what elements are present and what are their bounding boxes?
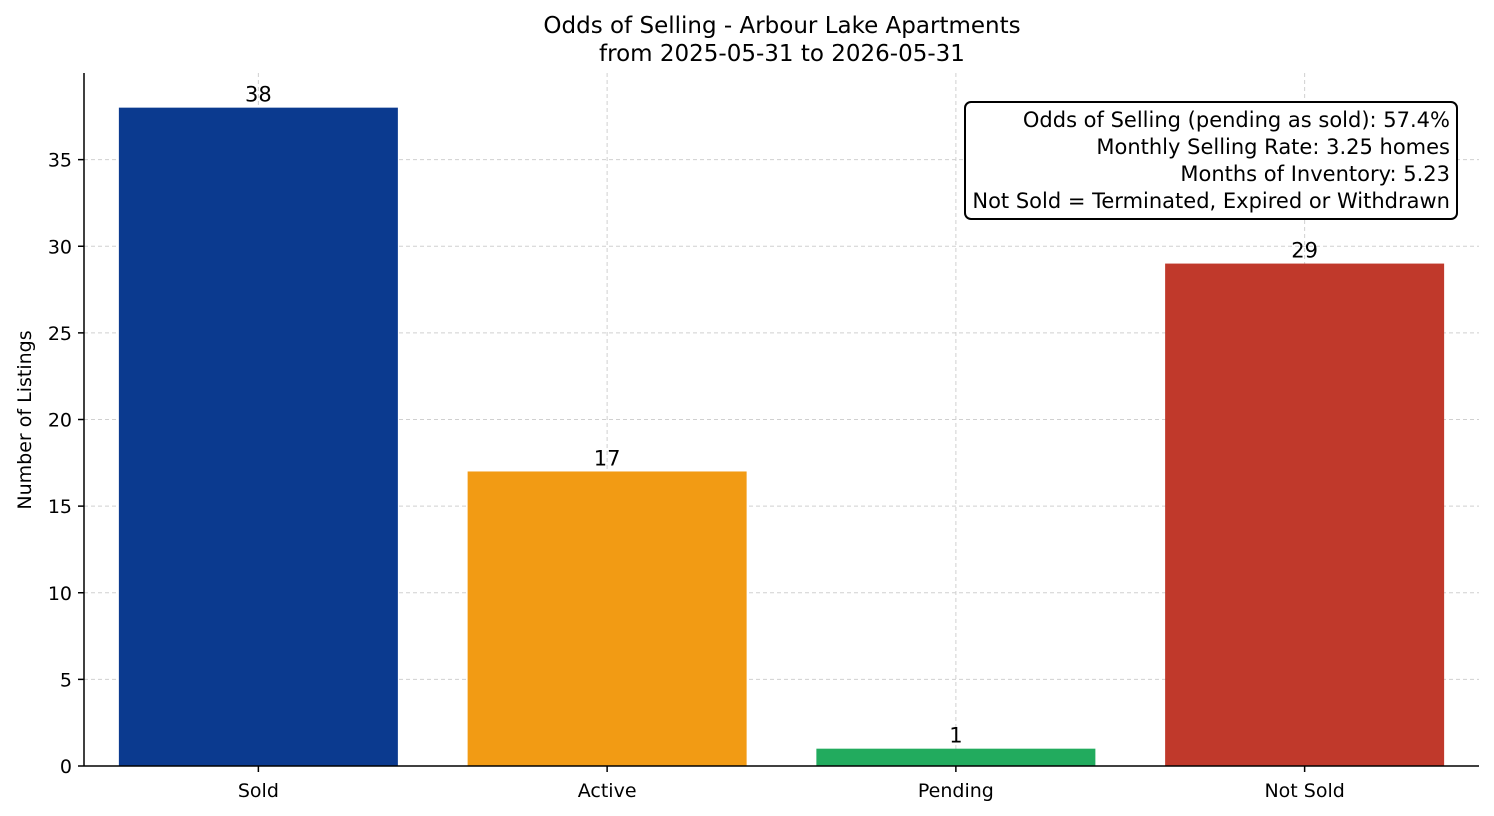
annotation-odds-of-selling: Odds of Selling (pending as sold): 57.4% <box>1022 108 1450 132</box>
annotation-not-sold-definition: Not Sold = Terminated, Expired or Withdr… <box>972 189 1450 213</box>
y-tick-label: 0 <box>60 756 72 778</box>
y-axis-label: Number of Listings <box>14 330 36 509</box>
data-label: 29 <box>1291 239 1318 263</box>
x-tick-label: Not Sold <box>1264 780 1344 802</box>
axes: 0 5 10 15 20 25 30 35 Sold Active Pending Not Sold <box>48 73 1479 802</box>
y-tick-label: 25 <box>48 323 72 345</box>
data-label: 17 <box>594 446 621 470</box>
bar-active <box>467 471 747 766</box>
annotation-months-of-inventory: Months of Inventory: 5.23 <box>1180 162 1450 186</box>
chart-title-line2: from 2025-05-31 to 2026-05-31 <box>599 41 965 67</box>
y-tick-label: 5 <box>60 669 72 691</box>
data-label: 1 <box>949 724 962 748</box>
data-label: 38 <box>245 83 272 107</box>
x-tick-label: Pending <box>918 780 994 802</box>
bar-not-sold <box>1165 263 1445 766</box>
y-tick-label: 20 <box>48 410 72 432</box>
bar-sold <box>118 107 398 766</box>
x-tick-label: Sold <box>238 780 279 802</box>
x-tick-label: Active <box>578 780 637 802</box>
chart-title-line1: Odds of Selling - Arbour Lake Apartments <box>543 13 1020 39</box>
bar-pending <box>816 748 1096 766</box>
annotation-monthly-selling-rate: Monthly Selling Rate: 3.25 homes <box>1096 135 1450 159</box>
y-tick-label: 10 <box>48 583 72 605</box>
summary-annotation-box: Odds of Selling (pending as sold): 57.4%… <box>964 101 1458 220</box>
y-tick-label: 30 <box>48 236 72 258</box>
y-tick-label: 35 <box>48 150 72 172</box>
bars: 38 17 1 29 <box>118 83 1445 766</box>
y-tick-label: 15 <box>48 496 72 518</box>
